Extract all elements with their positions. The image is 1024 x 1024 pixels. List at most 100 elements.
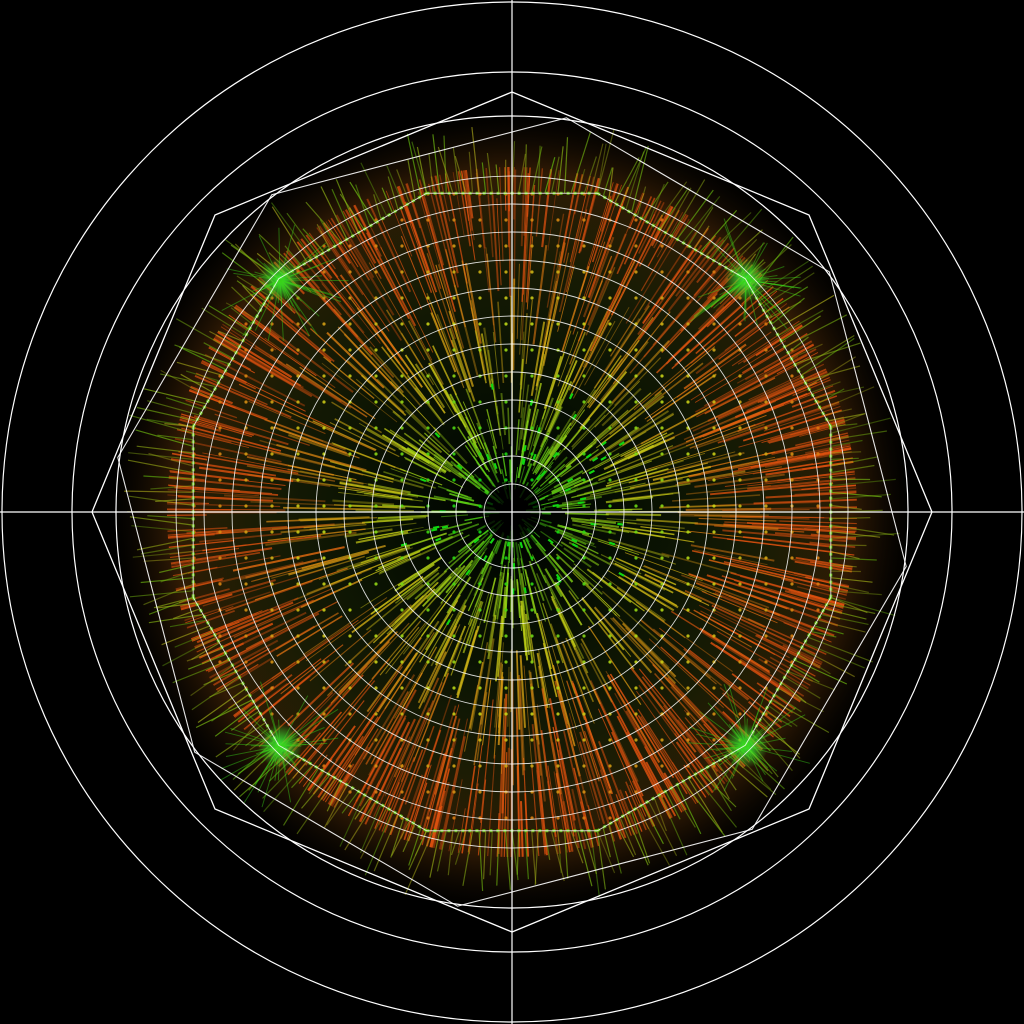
- glow-ray: [728, 684, 747, 747]
- vector-dot: [738, 608, 742, 612]
- rim-spike: [794, 342, 861, 365]
- rim-spike: [483, 830, 487, 880]
- vector-dot: [244, 374, 248, 378]
- vector-ray: [376, 652, 418, 713]
- rim-spike: [462, 830, 474, 887]
- vector-dot: [270, 686, 274, 690]
- rim-spike: [830, 532, 900, 539]
- vector-dot: [816, 426, 820, 430]
- glow-ray: [729, 273, 747, 281]
- vector-dot: [764, 556, 768, 560]
- rim-spike: [830, 491, 882, 498]
- glow-ray: [274, 745, 281, 762]
- vector-ray: [517, 543, 525, 570]
- vector-ray: [351, 595, 401, 634]
- glow-ray: [705, 279, 747, 311]
- vector-dot: [634, 504, 638, 508]
- vector-ray: [721, 575, 843, 614]
- glow-ray: [277, 279, 281, 303]
- vector-ray: [335, 214, 375, 279]
- vector-ray: [254, 347, 348, 408]
- rim-spike: [203, 342, 233, 359]
- vector-ray: [377, 514, 429, 520]
- vector-ray: [704, 344, 815, 407]
- vector-ray: [729, 515, 825, 519]
- rim-spike: [129, 414, 194, 434]
- vector-dot: [348, 270, 352, 274]
- glow-ray: [279, 279, 325, 299]
- vector-ray: [263, 301, 335, 363]
- vector-ray: [733, 579, 842, 615]
- glow-ray: [725, 268, 747, 281]
- rim-spike: [373, 814, 399, 872]
- vector-ray: [630, 579, 679, 609]
- glow-ray: [745, 745, 766, 776]
- vector-dot: [712, 270, 716, 274]
- rim-spike: [478, 830, 484, 892]
- vector-ray: [672, 494, 761, 502]
- vector-ray: [714, 609, 823, 664]
- vector-ray: [520, 558, 527, 586]
- rim-spike: [830, 596, 868, 614]
- vector-ray: [661, 712, 720, 790]
- vector-ray: [167, 501, 210, 504]
- vector-ray: [200, 361, 257, 390]
- vector-dot: [582, 738, 586, 742]
- vector-dot: [478, 660, 482, 664]
- vector-ray: [817, 487, 857, 492]
- vector-ray: [470, 300, 487, 374]
- vector-dot: [478, 270, 482, 274]
- vector-ray: [557, 265, 575, 332]
- vector-ray: [610, 444, 655, 467]
- rim-spike: [209, 682, 243, 698]
- rim-spike: [496, 830, 500, 886]
- vector-ray: [606, 467, 658, 485]
- vector-ray: [474, 565, 493, 608]
- vector-ray: [563, 418, 591, 451]
- vector-ray: [450, 499, 481, 507]
- glow-ray: [279, 245, 328, 281]
- vector-ray: [593, 409, 629, 441]
- vector-ray: [770, 610, 835, 637]
- vector-ray: [694, 549, 768, 566]
- vector-ray: [467, 744, 483, 853]
- vector-ray: [527, 576, 538, 618]
- vector-ray: [179, 417, 215, 428]
- glow-ray: [745, 714, 806, 747]
- vector-dot: [660, 582, 664, 586]
- vector-ray: [688, 455, 794, 478]
- vector-ray: [563, 481, 598, 496]
- rim-spike: [761, 716, 801, 759]
- vector-dot: [686, 400, 690, 404]
- vector-ray: [326, 331, 385, 389]
- vector-ray: [191, 621, 240, 642]
- vector-ray: [334, 418, 396, 452]
- vector-dot: [452, 816, 456, 820]
- vector-dot: [400, 608, 404, 612]
- rim-spike: [670, 787, 696, 828]
- vector-ray: [199, 533, 282, 543]
- vector-ray: [539, 463, 565, 487]
- vector-ray: [626, 522, 685, 530]
- vector-ray: [699, 627, 771, 673]
- glow-ray: [745, 278, 769, 281]
- vector-ray: [615, 557, 677, 586]
- rim-spike: [577, 830, 593, 887]
- vector-ray: [744, 340, 813, 381]
- glow-ray: [686, 742, 747, 747]
- vector-ray: [366, 198, 412, 293]
- vector-dot: [400, 452, 404, 456]
- vector-ray: [539, 323, 553, 378]
- vector-ray: [746, 522, 857, 529]
- dodecagon-outline: [192, 192, 832, 832]
- rim-spike: [390, 817, 405, 858]
- vector-ray: [245, 601, 338, 650]
- vector-ray: [714, 525, 805, 533]
- vector-dot: [608, 426, 612, 430]
- vector-ray: [369, 346, 423, 408]
- rim-spike: [511, 830, 519, 881]
- rim-spike: [820, 613, 869, 625]
- rim-spike: [787, 670, 836, 691]
- center-vector: [564, 487, 572, 492]
- rim-spike: [830, 451, 862, 454]
